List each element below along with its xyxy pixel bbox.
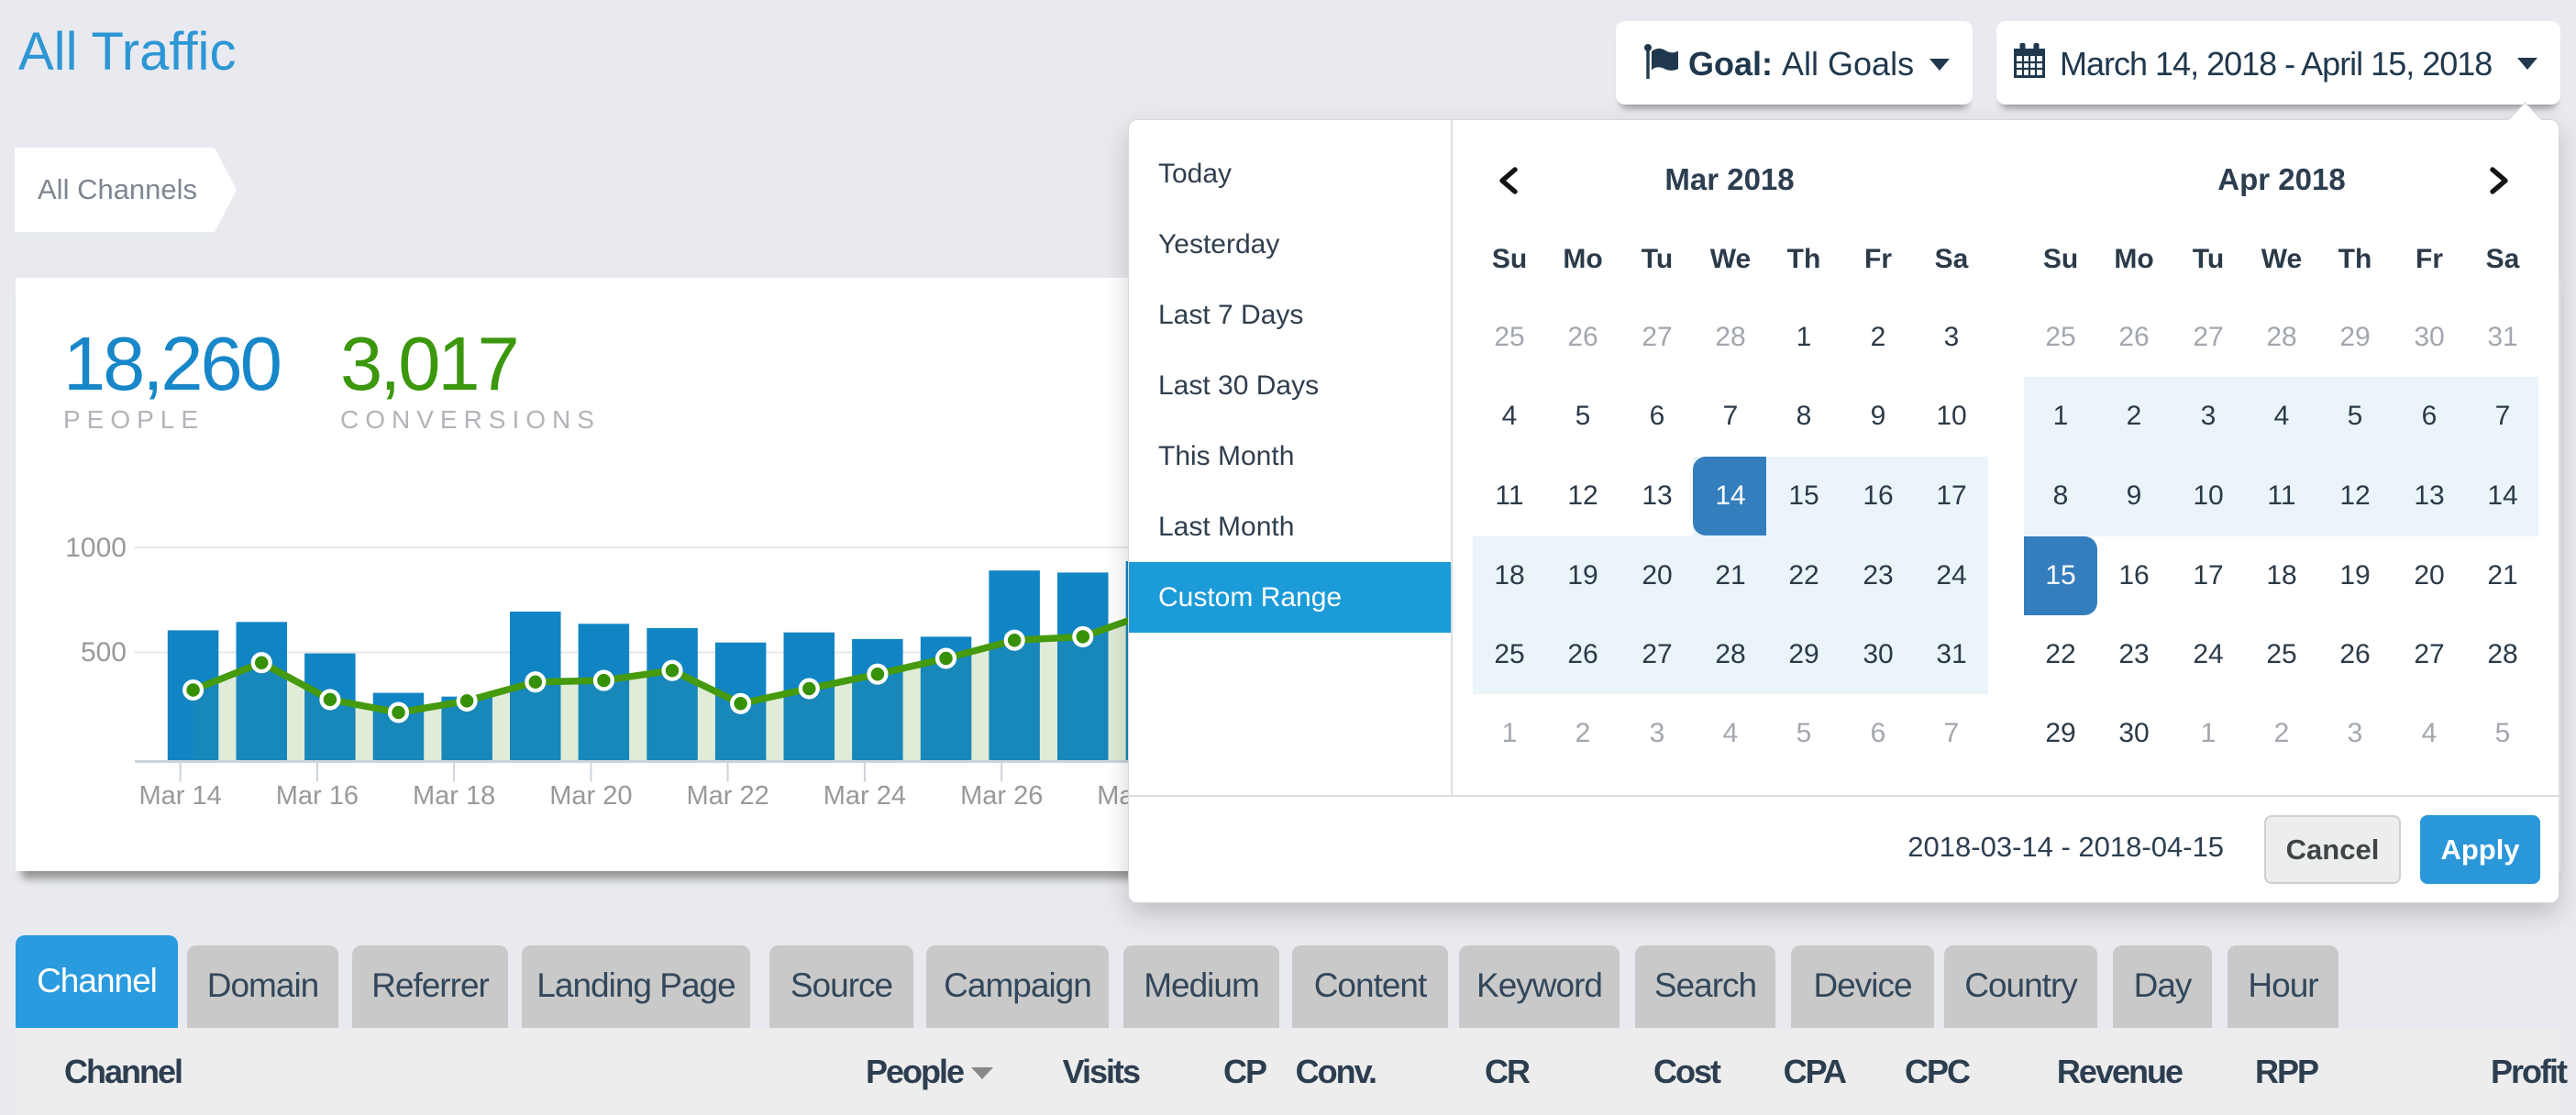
svg-text:Mar 26: Mar 26: [960, 781, 1043, 811]
svg-text:Mar 24: Mar 24: [824, 781, 906, 811]
svg-text:Mar 18: Mar 18: [413, 781, 495, 811]
svg-text:Mar 20: Mar 20: [549, 781, 632, 811]
svg-text:Mar 22: Mar 22: [686, 781, 768, 811]
svg-text:500: 500: [81, 637, 127, 668]
svg-text:1000: 1000: [65, 533, 127, 563]
svg-text:Mar 14: Mar 14: [138, 781, 221, 811]
svg-text:Mar 16: Mar 16: [276, 781, 359, 811]
